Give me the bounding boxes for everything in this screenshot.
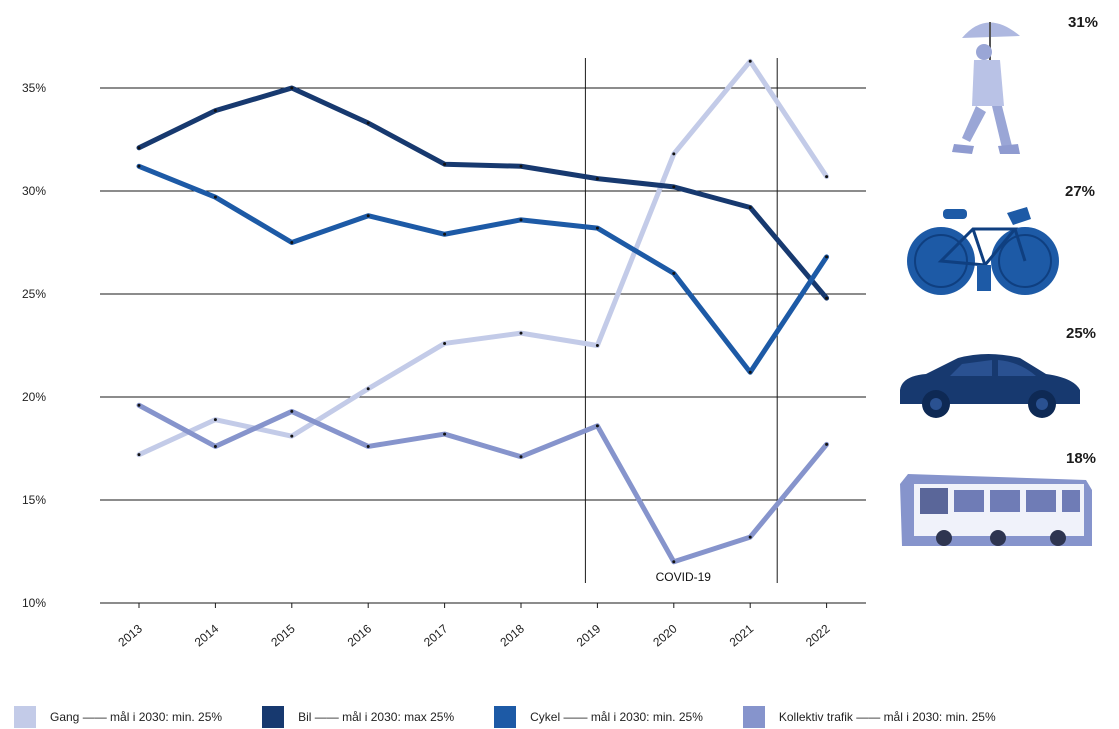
data-point bbox=[290, 241, 294, 244]
bicycle-icon bbox=[903, 203, 1063, 303]
legend-swatch bbox=[494, 706, 517, 728]
legend-swatch bbox=[742, 706, 765, 728]
data-point bbox=[290, 86, 294, 90]
covid-annotation: COVID-19 bbox=[656, 570, 712, 584]
legend-swatch bbox=[14, 706, 36, 728]
data-point bbox=[672, 560, 676, 564]
series-line bbox=[136, 85, 830, 301]
data-point bbox=[213, 195, 217, 199]
x-tick-label: 2013 bbox=[115, 621, 145, 649]
data-point bbox=[748, 59, 752, 63]
data-point bbox=[748, 370, 752, 374]
legend-label: Cykel —— mål i 2030: min. 25% bbox=[530, 710, 703, 724]
data-point bbox=[519, 331, 523, 335]
data-point bbox=[443, 432, 447, 436]
legend-label: Kollektiv trafik —— mål i 2030: min. 25% bbox=[778, 710, 996, 724]
y-tick-label: 10% bbox=[22, 596, 46, 610]
data-point bbox=[748, 535, 752, 539]
data-point bbox=[519, 164, 523, 168]
data-point bbox=[290, 409, 294, 413]
x-tick-label: 2015 bbox=[268, 621, 298, 649]
data-point bbox=[595, 344, 599, 347]
series-line bbox=[136, 58, 830, 458]
data-point bbox=[519, 218, 523, 222]
chart-legend: Gang —— mål i 2030: min. 25% Bil —— mål … bbox=[14, 706, 1119, 728]
data-point bbox=[213, 418, 217, 422]
x-tick-label: 2014 bbox=[192, 621, 222, 649]
data-point bbox=[825, 296, 829, 300]
pct-label-kollektiv: 18% bbox=[1066, 450, 1097, 467]
y-tick-label: 20% bbox=[22, 390, 46, 404]
legend-item-kollektiv: Kollektiv trafik —— mål i 2030: min. 25% bbox=[742, 706, 996, 728]
data-point bbox=[366, 387, 370, 391]
data-point bbox=[213, 444, 217, 448]
pedestrian-icon bbox=[942, 8, 1032, 158]
data-point bbox=[519, 455, 523, 459]
y-tick-label: 30% bbox=[22, 184, 46, 198]
pct-label-cykel: 27% bbox=[1065, 183, 1096, 200]
data-point bbox=[137, 164, 141, 168]
data-point bbox=[825, 175, 829, 179]
data-point bbox=[595, 226, 599, 230]
data-point bbox=[443, 162, 447, 166]
legend-item-gang: Gang —— mål i 2030: min. 25% bbox=[14, 706, 222, 728]
data-point bbox=[595, 424, 599, 428]
legend-swatch bbox=[262, 706, 285, 728]
legend-item-cykel: Cykel —— mål i 2030: min. 25% bbox=[494, 706, 703, 728]
legend-item-bil: Bil —— mål i 2030: max 25% bbox=[262, 706, 454, 728]
data-point bbox=[366, 444, 370, 448]
data-point bbox=[748, 205, 752, 209]
data-point bbox=[443, 341, 447, 345]
y-tick-label: 15% bbox=[22, 493, 46, 507]
data-point bbox=[825, 255, 829, 259]
pct-label-gang: 31% bbox=[1068, 14, 1099, 31]
x-tick-label: 2020 bbox=[650, 621, 680, 649]
data-point bbox=[672, 185, 676, 189]
data-point bbox=[366, 214, 370, 218]
legend-label: Bil —— mål i 2030: max 25% bbox=[298, 710, 455, 724]
data-point bbox=[443, 232, 447, 236]
y-tick-label: 35% bbox=[22, 81, 46, 95]
data-point bbox=[137, 146, 141, 150]
x-tick-label: 2019 bbox=[574, 621, 604, 649]
x-tick-label: 2016 bbox=[345, 621, 375, 649]
series-line bbox=[136, 402, 830, 565]
bus-icon bbox=[898, 470, 1094, 554]
y-tick-label: 25% bbox=[22, 287, 46, 301]
data-point bbox=[213, 109, 217, 113]
x-tick-label: 2017 bbox=[421, 621, 451, 649]
line-chart: 10% 15% 20% 25% 30% 35% 2013 2014 2015 2016 2017 20… bbox=[22, 58, 866, 649]
car-icon bbox=[896, 350, 1082, 420]
pct-label-bil: 25% bbox=[1066, 325, 1097, 342]
x-tick-label: 2022 bbox=[803, 621, 833, 649]
data-point bbox=[137, 403, 141, 407]
data-point bbox=[595, 177, 599, 181]
series-line bbox=[136, 163, 830, 375]
data-point bbox=[672, 152, 676, 156]
x-tick-label: 2021 bbox=[727, 621, 757, 649]
data-point bbox=[290, 434, 294, 438]
legend-label: Gang —— mål i 2030: min. 25% bbox=[50, 710, 223, 724]
x-tick-label: 2018 bbox=[497, 621, 527, 649]
data-point bbox=[825, 442, 829, 446]
data-point bbox=[366, 121, 370, 125]
data-point bbox=[137, 453, 141, 457]
data-point bbox=[672, 271, 676, 275]
